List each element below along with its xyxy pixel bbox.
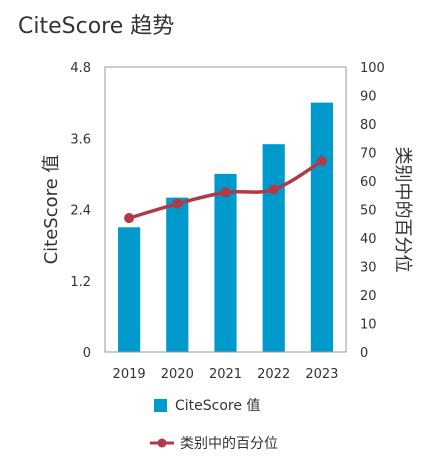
x-tick-label: 2019 — [113, 367, 146, 382]
line-point — [268, 184, 279, 195]
y2-tick-label: 50 — [360, 204, 377, 219]
y2-tick-label: 40 — [360, 232, 377, 247]
legend-label-line: 类别中的百分位 — [180, 436, 278, 452]
bar — [166, 197, 189, 352]
line-point — [316, 156, 327, 167]
legend-item-line: 类别中的百分位 — [150, 433, 278, 453]
y2-tick-label: 30 — [360, 261, 377, 276]
y-tick-label: 0 — [83, 346, 91, 361]
bar-series — [118, 102, 333, 352]
right-axis-ticks: 0 10 20 30 40 50 60 70 80 90 100 — [360, 61, 385, 361]
line-series — [124, 156, 327, 224]
y-tick-label: 3.6 — [70, 132, 91, 147]
y2-tick-label: 10 — [360, 318, 377, 333]
legend-swatch-line — [150, 438, 174, 448]
y2-tick-label: 70 — [360, 147, 377, 162]
legend-swatch-bar — [154, 398, 167, 412]
line-point — [172, 198, 183, 209]
y2-tick-label: 90 — [360, 90, 377, 105]
y2-tick-label: 80 — [360, 118, 377, 133]
y-tick-label: 1.2 — [70, 275, 91, 290]
left-axis-ticks: 0 1.2 2.4 3.6 4.8 — [70, 61, 91, 361]
y2-tick-label: 100 — [360, 61, 385, 76]
legend-item-bar: CiteScore 值 — [154, 395, 260, 415]
y-tick-label: 4.8 — [70, 61, 91, 76]
y2-axis-label: 类别中的百分位 — [392, 147, 413, 273]
bar — [214, 173, 237, 352]
x-tick-label: 2020 — [161, 367, 194, 382]
bar — [118, 227, 141, 352]
chart-plot: 0 1.2 2.4 3.6 4.8 0 10 20 30 40 50 60 70 80 90 100 201… — [41, 61, 413, 382]
bar — [310, 102, 333, 352]
y2-tick-label: 20 — [360, 289, 377, 304]
x-tick-label: 2022 — [257, 367, 290, 382]
y2-tick-label: 0 — [360, 346, 368, 361]
x-tick-label: 2023 — [305, 367, 338, 382]
plot-frame — [104, 66, 347, 353]
chart-title: CiteScore 趋势 — [18, 14, 175, 39]
y-axis-label: CiteScore 值 — [41, 155, 62, 265]
bar — [262, 144, 285, 352]
legend-label-bar: CiteScore 值 — [175, 398, 261, 414]
x-tick-label: 2021 — [209, 367, 242, 382]
line-point — [124, 213, 135, 224]
line-point — [220, 187, 231, 198]
x-axis-ticks: 2019 2020 2021 2022 2023 — [113, 367, 339, 382]
y-tick-label: 2.4 — [70, 204, 91, 219]
y2-tick-label: 60 — [360, 175, 377, 190]
